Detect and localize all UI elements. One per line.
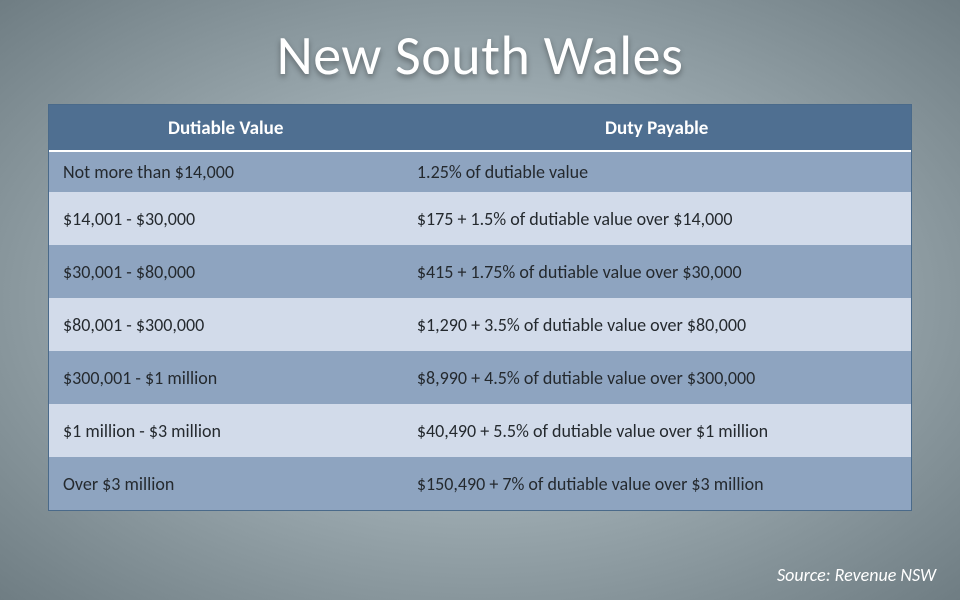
- table-row: $30,001 - $80,000 $415 + 1.75% of dutiab…: [49, 245, 911, 298]
- cell-duty-payable: $8,990 + 4.5% of dutiable value over $30…: [402, 351, 911, 404]
- cell-dutiable-value: Over $3 million: [49, 457, 402, 510]
- cell-duty-payable: $415 + 1.75% of dutiable value over $30,…: [402, 245, 911, 298]
- table-header-row: Dutiable Value Duty Payable: [49, 105, 911, 151]
- column-header-duty-payable: Duty Payable: [402, 105, 911, 151]
- cell-duty-payable: 1.25% of dutiable value: [402, 151, 911, 192]
- duty-table-container: Dutiable Value Duty Payable Not more tha…: [48, 104, 912, 511]
- column-header-dutiable-value: Dutiable Value: [49, 105, 402, 151]
- table-row: $80,001 - $300,000 $1,290 + 3.5% of duti…: [49, 298, 911, 351]
- table-row: $1 million - $3 million $40,490 + 5.5% o…: [49, 404, 911, 457]
- table-row: $14,001 - $30,000 $175 + 1.5% of dutiabl…: [49, 192, 911, 245]
- cell-dutiable-value: $14,001 - $30,000: [49, 192, 402, 245]
- cell-dutiable-value: Not more than $14,000: [49, 151, 402, 192]
- source-attribution: Source: Revenue NSW: [777, 564, 936, 586]
- cell-dutiable-value: $30,001 - $80,000: [49, 245, 402, 298]
- cell-duty-payable: $175 + 1.5% of dutiable value over $14,0…: [402, 192, 911, 245]
- table-row: Not more than $14,000 1.25% of dutiable …: [49, 151, 911, 192]
- table-row: $300,001 - $1 million $8,990 + 4.5% of d…: [49, 351, 911, 404]
- duty-table: Dutiable Value Duty Payable Not more tha…: [49, 105, 911, 510]
- cell-dutiable-value: $1 million - $3 million: [49, 404, 402, 457]
- table-row: Over $3 million $150,490 + 7% of dutiabl…: [49, 457, 911, 510]
- cell-dutiable-value: $300,001 - $1 million: [49, 351, 402, 404]
- page-title: New South Wales: [0, 0, 960, 104]
- cell-dutiable-value: $80,001 - $300,000: [49, 298, 402, 351]
- cell-duty-payable: $1,290 + 3.5% of dutiable value over $80…: [402, 298, 911, 351]
- cell-duty-payable: $40,490 + 5.5% of dutiable value over $1…: [402, 404, 911, 457]
- cell-duty-payable: $150,490 + 7% of dutiable value over $3 …: [402, 457, 911, 510]
